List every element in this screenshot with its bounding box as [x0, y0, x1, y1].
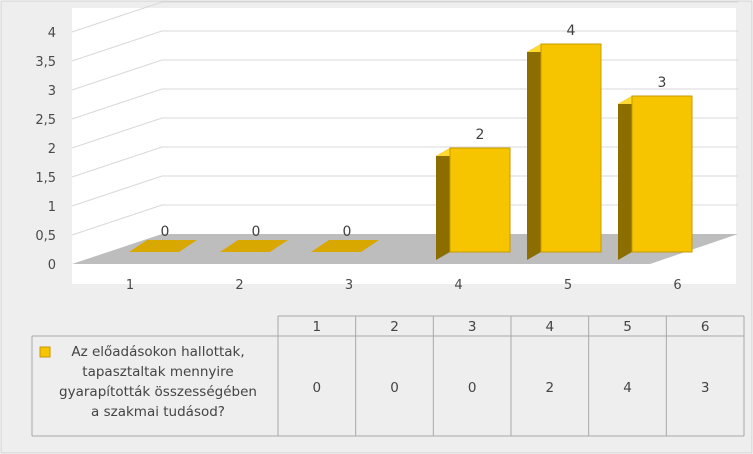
- y-tick-label: 1: [48, 200, 56, 215]
- bar-group: [129, 240, 197, 252]
- table-header-cell: 2: [390, 319, 399, 335]
- bar-group: [527, 43, 602, 260]
- y-tick-label: 1,5: [35, 171, 56, 186]
- y-tick-label: 3: [48, 84, 56, 99]
- data-label: 0: [161, 224, 170, 240]
- table-value-cell: 2: [546, 380, 555, 396]
- y-tick-label: 2,5: [35, 113, 56, 128]
- bar-group: [436, 147, 511, 260]
- table-header-cell: 1: [313, 319, 322, 335]
- bar: [129, 240, 197, 252]
- x-tick-label: 6: [673, 278, 681, 293]
- data-label-layer: 0 0 0 2 4 3: [161, 23, 667, 240]
- data-label: 3: [658, 75, 667, 91]
- data-label: 0: [343, 224, 352, 240]
- y-tick-label: 3,5: [35, 55, 56, 70]
- bar-side: [436, 148, 450, 260]
- legend-key: [39, 346, 51, 358]
- y-tick-label: 4: [48, 26, 56, 41]
- data-label: 0: [252, 224, 261, 240]
- bar: [631, 95, 693, 253]
- bar: [449, 147, 511, 253]
- x-tick-label: 4: [454, 278, 462, 293]
- table-value-cell: 3: [701, 380, 710, 396]
- table-value-cell: 0: [313, 380, 322, 396]
- bar: [220, 240, 288, 252]
- table-header-cell: 6: [701, 319, 710, 335]
- gridline: [71, 1, 738, 33]
- x-tick-label: 5: [564, 278, 572, 293]
- bar-group: [220, 240, 288, 252]
- table-value-cell: 4: [623, 380, 632, 396]
- table-value-cell: 0: [390, 380, 399, 396]
- bar-layer: [129, 43, 693, 260]
- x-tick-label: 3: [345, 278, 353, 293]
- data-label: 4: [567, 23, 576, 39]
- x-axis-ticks: 1 2 3 4 5 6: [126, 278, 682, 293]
- legend-text-line: gyarapították összességében: [59, 384, 257, 400]
- bar-group: [618, 95, 693, 260]
- x-tick-label: 1: [126, 278, 134, 293]
- x-tick-label: 2: [235, 278, 243, 293]
- table-header-cell: 5: [623, 319, 632, 335]
- data-table: 1 0 2 0 3 0 4 2 5 4 6 3 Az előadásokon hallottak, tap…: [31, 315, 745, 437]
- legend-text-line: Az előadásokon hallottak,: [71, 344, 244, 360]
- y-axis-ticks: 0 0,5 1 1,5 2 2,5 3 3,5 4: [35, 26, 56, 273]
- gridline: [71, 30, 738, 62]
- data-label: 2: [476, 127, 485, 143]
- y-tick-label: 2: [48, 142, 56, 157]
- table-value-cell: 0: [468, 380, 477, 396]
- bar-group: [311, 240, 379, 252]
- table-header-cell: 4: [546, 319, 555, 335]
- y-tick-label: 0,5: [35, 229, 56, 244]
- bar: [311, 240, 379, 252]
- table-header-cell: 3: [468, 319, 477, 335]
- y-tick-label: 0: [48, 258, 56, 273]
- legend-text-line: tapasztaltak mennyire: [82, 364, 233, 380]
- bar-side: [527, 44, 541, 260]
- legend-text-line: a szakmai tudásod?: [91, 404, 225, 420]
- bar: [540, 43, 602, 253]
- bar-side: [618, 96, 632, 260]
